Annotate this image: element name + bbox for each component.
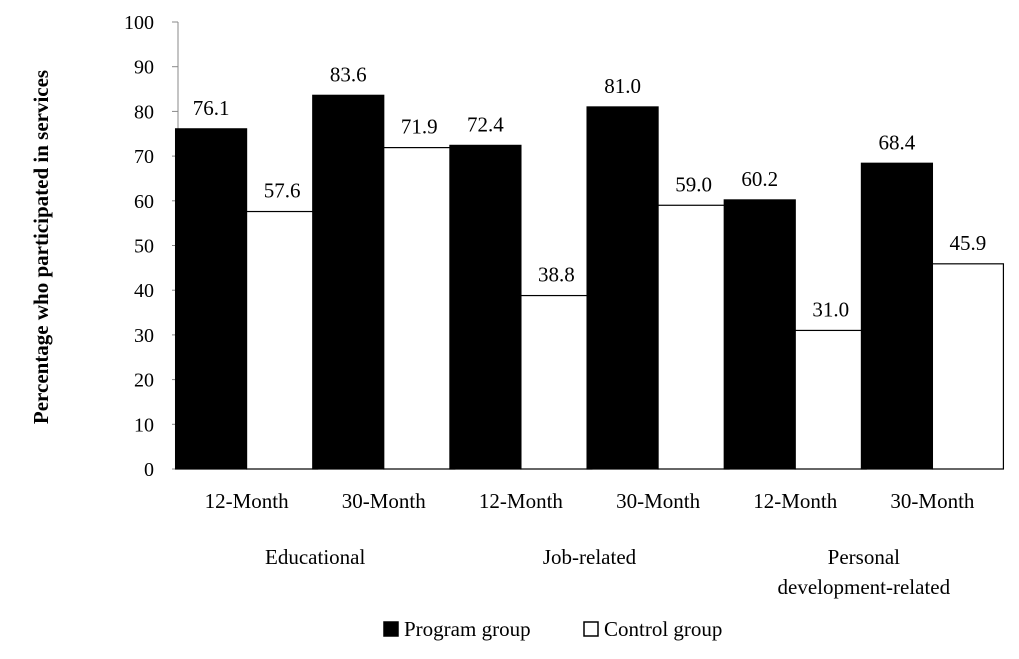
program-group-data-label: 83.6 [330, 62, 367, 86]
x-category-label: 12-Month [205, 489, 290, 513]
y-tick-label: 80 [134, 101, 154, 123]
control-group-data-label: 45.9 [950, 231, 987, 255]
legend-swatch-control-group [583, 621, 599, 637]
control-group-data-label: 59.0 [675, 172, 712, 196]
control-group-data-label: 31.0 [812, 297, 849, 321]
legend-label-program-group: Program group [404, 617, 531, 641]
y-axis-label: Percentage who participated in services [29, 70, 53, 424]
x-category-label: 12-Month [479, 489, 564, 513]
legend: Program group Control group [383, 617, 722, 641]
control-group-bar [794, 329, 867, 470]
y-tick-label: 70 [134, 146, 154, 168]
legend-label-control-group: Control group [604, 617, 722, 641]
control-group-data-label: 71.9 [401, 115, 438, 139]
control-group-bar [245, 210, 319, 470]
control-group-data-label: 57.6 [264, 179, 301, 203]
program-group-bar [449, 144, 522, 470]
x-category-label: 12-Month [753, 489, 838, 513]
control-group-bar [520, 294, 593, 470]
program-group-bar [586, 106, 659, 470]
program-group-data-label: 81.0 [604, 74, 641, 98]
group-labels: Educational Job-related Personal developmen… [265, 545, 951, 599]
x-category-label: 30-Month [616, 489, 701, 513]
group-label: development-related [778, 575, 951, 599]
y-tick-label: 10 [134, 414, 154, 436]
program-group-bar [860, 162, 934, 470]
program-group-data-label: 76.1 [193, 96, 230, 120]
bars [174, 94, 1005, 470]
y-tick-label: 50 [134, 236, 154, 258]
legend-swatch-program-group [383, 621, 399, 637]
program-group-data-label: 68.4 [879, 130, 916, 154]
y-axis: 0 10 20 30 40 50 60 70 80 90 100 [124, 12, 179, 481]
group-label: Educational [265, 545, 365, 569]
program-group-bar [174, 128, 248, 470]
program-group-bar [723, 199, 796, 470]
control-group-bar [383, 147, 456, 470]
x-category-label: 30-Month [890, 489, 975, 513]
y-tick-label: 30 [134, 325, 154, 347]
data-labels: 76.1 57.6 83.6 71.9 72.4 38.8 81.0 59.0 60.2 31.0… [193, 62, 987, 321]
program-group-data-label: 72.4 [467, 112, 504, 136]
control-group-bar [931, 263, 1005, 470]
x-category-label: 30-Month [342, 489, 427, 513]
y-tick-label: 60 [134, 191, 154, 213]
program-group-bar [312, 94, 385, 470]
y-tick-label: 0 [144, 459, 154, 481]
y-tick-label: 100 [124, 12, 154, 34]
group-label: Job-related [543, 545, 637, 569]
control-group-data-label: 38.8 [538, 263, 575, 287]
group-label: Personal [828, 545, 900, 569]
y-tick-label: 20 [134, 370, 154, 392]
control-group-bar [657, 204, 730, 470]
y-tick-label: 40 [134, 280, 154, 302]
program-group-data-label: 60.2 [741, 167, 778, 191]
category-labels: 12-Month 30-Month 12-Month 30-Month 12-Month… [205, 489, 975, 513]
y-tick-label: 90 [134, 57, 154, 79]
